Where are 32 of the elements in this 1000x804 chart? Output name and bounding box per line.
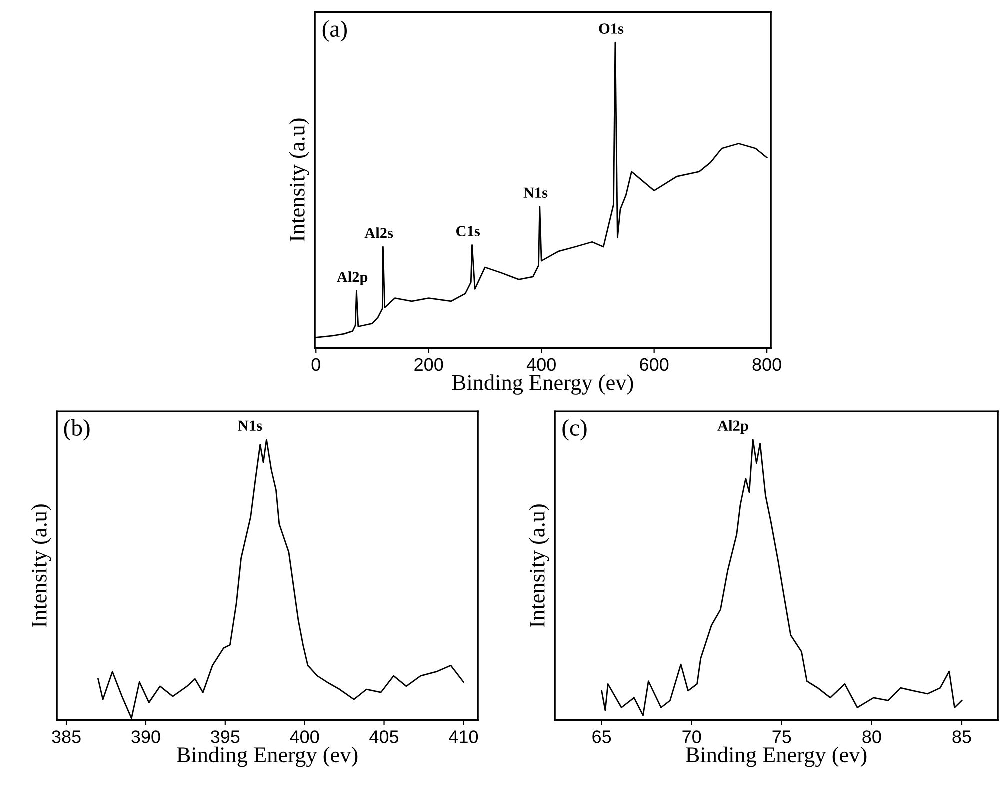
annotation: Al2s bbox=[364, 228, 394, 238]
x-tick-label: 70 bbox=[682, 730, 702, 744]
x-tick-label: 400 bbox=[290, 730, 320, 744]
x-tick-label: 385 bbox=[52, 730, 81, 744]
y-axis-title: Intensity (a.u) bbox=[31, 504, 52, 628]
x-tick-label: 75 bbox=[772, 730, 792, 744]
x-tick-label: 0 bbox=[312, 358, 320, 372]
x-tick-label: 80 bbox=[862, 730, 882, 744]
annotation: Al2p bbox=[336, 272, 368, 286]
y-axis-title: Intensity (a.u) bbox=[289, 118, 310, 242]
x-tick-label: 395 bbox=[211, 730, 240, 744]
annotation: C1s bbox=[456, 226, 480, 237]
x-tick-label: 410 bbox=[449, 730, 478, 744]
x-axis-title: Binding Energy (ev) bbox=[452, 374, 634, 395]
chart-title: (c) bbox=[562, 419, 587, 441]
x-tick-label: 65 bbox=[592, 730, 612, 744]
annotation: Al2p bbox=[718, 420, 748, 434]
x-axis-title: Binding Energy (ev) bbox=[686, 746, 867, 768]
y-axis-title: Intensity (a.u) bbox=[529, 504, 550, 628]
x-tick-label: 200 bbox=[414, 358, 444, 372]
x-axis-title: Binding Energy (ev) bbox=[177, 746, 358, 768]
chart-title: (a) bbox=[322, 20, 348, 42]
x-tick-label: 390 bbox=[132, 730, 160, 744]
annotation: N1s bbox=[524, 188, 548, 198]
x-tick-label: 600 bbox=[640, 358, 669, 372]
x-tick-label: 400 bbox=[526, 358, 556, 372]
chart-title: (b) bbox=[64, 419, 90, 441]
x-tick-label: 800 bbox=[752, 358, 782, 372]
annotation: N1s bbox=[238, 420, 262, 432]
annotation: O1s bbox=[599, 24, 624, 34]
x-tick-label: 405 bbox=[370, 730, 399, 744]
x-tick-label: 85 bbox=[952, 730, 972, 744]
